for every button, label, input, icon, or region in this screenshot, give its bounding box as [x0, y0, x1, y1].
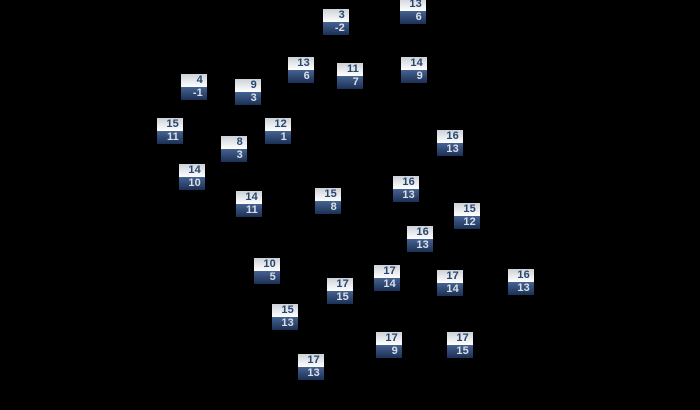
high-temperature-value: 14 [179, 164, 205, 177]
low-temperature-value: 13 [298, 367, 324, 380]
low-temperature-value: 13 [272, 317, 298, 330]
temperature-marker[interactable]: 8 3 [221, 136, 247, 162]
temperature-marker[interactable]: 9 3 [235, 79, 261, 105]
high-temperature-value: 4 [181, 74, 207, 87]
high-temperature-value: 11 [337, 63, 363, 76]
high-temperature-value: 12 [265, 118, 291, 131]
temperature-marker[interactable]: 15 12 [454, 203, 480, 229]
high-temperature-value: 13 [288, 57, 314, 70]
high-temperature-value: 16 [437, 130, 463, 143]
high-temperature-value: 15 [315, 188, 341, 201]
temperature-marker[interactable]: 10 5 [254, 258, 280, 284]
temperature-marker[interactable]: 3 -2 [323, 9, 349, 35]
high-temperature-value: 17 [374, 265, 400, 278]
temperature-marker[interactable]: 15 13 [272, 304, 298, 330]
high-temperature-value: 10 [254, 258, 280, 271]
temperature-marker[interactable]: 4 -1 [181, 74, 207, 100]
low-temperature-value: 10 [179, 177, 205, 190]
temperature-marker[interactable]: 15 11 [157, 118, 183, 144]
temperature-marker[interactable]: 17 15 [327, 278, 353, 304]
temperature-marker[interactable]: 16 13 [407, 226, 433, 252]
low-temperature-value: 13 [393, 189, 419, 202]
temperature-marker[interactable]: 16 13 [508, 269, 534, 295]
low-temperature-value: 11 [236, 204, 262, 217]
temperature-marker[interactable]: 13 6 [288, 57, 314, 83]
high-temperature-value: 16 [393, 176, 419, 189]
high-temperature-value: 17 [298, 354, 324, 367]
temperature-marker[interactable]: 17 9 [376, 332, 402, 358]
low-temperature-value: 6 [400, 11, 426, 24]
low-temperature-value: 11 [157, 131, 183, 144]
high-temperature-value: 15 [272, 304, 298, 317]
low-temperature-value: 3 [221, 149, 247, 162]
temperature-marker[interactable]: 15 8 [315, 188, 341, 214]
high-temperature-value: 15 [157, 118, 183, 131]
high-temperature-value: 17 [437, 270, 463, 283]
low-temperature-value: 5 [254, 271, 280, 284]
high-temperature-value: 17 [327, 278, 353, 291]
temperature-marker[interactable]: 17 15 [447, 332, 473, 358]
low-temperature-value: 15 [327, 291, 353, 304]
high-temperature-value: 13 [400, 0, 426, 11]
temperature-marker[interactable]: 11 7 [337, 63, 363, 89]
temperature-marker[interactable]: 12 1 [265, 118, 291, 144]
temperature-marker[interactable]: 13 6 [400, 0, 426, 24]
temperature-marker[interactable]: 14 9 [401, 57, 427, 83]
low-temperature-value: 13 [508, 282, 534, 295]
high-temperature-value: 17 [447, 332, 473, 345]
low-temperature-value: 12 [454, 216, 480, 229]
low-temperature-value: -1 [181, 87, 207, 100]
low-temperature-value: 7 [337, 76, 363, 89]
high-temperature-value: 15 [454, 203, 480, 216]
low-temperature-value: 14 [437, 283, 463, 296]
temperature-marker[interactable]: 16 13 [393, 176, 419, 202]
high-temperature-value: 16 [407, 226, 433, 239]
low-temperature-value: 9 [401, 70, 427, 83]
temperature-marker[interactable]: 17 13 [298, 354, 324, 380]
high-temperature-value: 16 [508, 269, 534, 282]
temperature-marker[interactable]: 16 13 [437, 130, 463, 156]
low-temperature-value: 1 [265, 131, 291, 144]
high-temperature-value: 8 [221, 136, 247, 149]
low-temperature-value: 14 [374, 278, 400, 291]
temperature-marker[interactable]: 17 14 [437, 270, 463, 296]
high-temperature-value: 3 [323, 9, 349, 22]
low-temperature-value: 6 [288, 70, 314, 83]
high-temperature-value: 9 [235, 79, 261, 92]
high-temperature-value: 17 [376, 332, 402, 345]
low-temperature-value: 15 [447, 345, 473, 358]
low-temperature-value: -2 [323, 22, 349, 35]
high-temperature-value: 14 [401, 57, 427, 70]
high-temperature-value: 14 [236, 191, 262, 204]
low-temperature-value: 13 [437, 143, 463, 156]
low-temperature-value: 3 [235, 92, 261, 105]
temperature-marker[interactable]: 17 14 [374, 265, 400, 291]
low-temperature-value: 13 [407, 239, 433, 252]
temperature-marker[interactable]: 14 10 [179, 164, 205, 190]
temperature-marker[interactable]: 14 11 [236, 191, 262, 217]
low-temperature-value: 9 [376, 345, 402, 358]
low-temperature-value: 8 [315, 201, 341, 214]
